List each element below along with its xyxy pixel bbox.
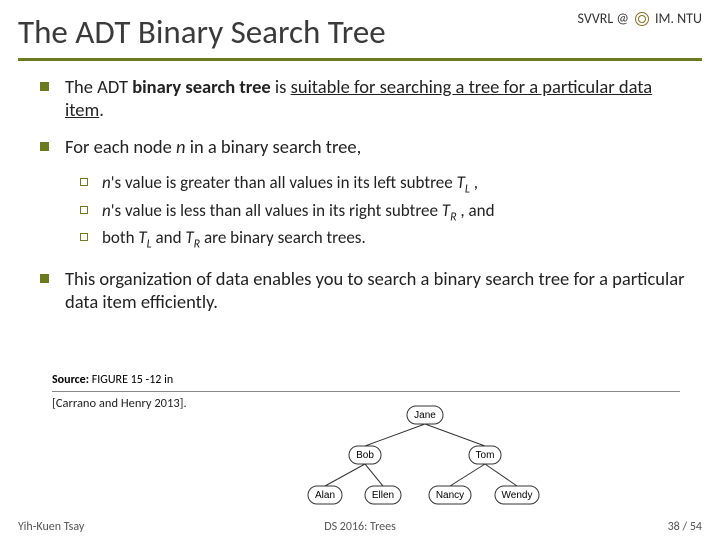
text-italic: T — [457, 172, 465, 193]
hollow-square-bullet-icon — [80, 178, 88, 186]
figure-source: Source: FIGURE 15 -12 in — [52, 373, 692, 387]
bst-tree-diagram: Jane Bob Tom Alan Ellen Nancy Wendy — [295, 403, 575, 518]
bullet-2-text: For each node n in a binary search tree, — [65, 135, 361, 158]
text-fragment: , — [470, 172, 478, 193]
square-bullet-icon — [40, 82, 49, 91]
text-italic: T — [138, 227, 146, 248]
text-fragment: 's value is less than all values in its … — [111, 200, 442, 221]
sub-bullet-2: n's value is less than all values in its… — [80, 200, 692, 225]
text-italic: n — [102, 172, 111, 193]
svg-text:Wendy: Wendy — [502, 490, 533, 501]
bullet-1: The ADT binary search tree is suitable f… — [40, 75, 692, 121]
text-fragment: and — [152, 227, 186, 248]
svg-text:Tom: Tom — [476, 450, 495, 461]
header-branding: SVVRL @ IM. NTU — [577, 10, 702, 27]
svg-text:Jane: Jane — [414, 410, 436, 421]
text-fragment: For each node — [65, 135, 176, 158]
text-fragment: both — [102, 227, 138, 248]
square-bullet-icon — [40, 142, 49, 151]
bullet-1-text: The ADT binary search tree is suitable f… — [65, 75, 692, 121]
text-italic: n — [176, 135, 186, 158]
bullet-2: For each node n in a binary search tree, — [40, 135, 692, 158]
text-italic: T — [442, 200, 450, 221]
title-underline — [18, 58, 702, 61]
square-bullet-icon — [40, 274, 49, 283]
svg-text:Ellen: Ellen — [372, 490, 394, 501]
sub-bullet-3: both TL and TR are binary search trees. — [80, 227, 692, 252]
sub-bullet-2-text: n's value is less than all values in its… — [102, 200, 495, 225]
figure-caption-area: Source: FIGURE 15 -12 in [Carrano and He… — [40, 327, 692, 411]
svg-text:Bob: Bob — [356, 450, 374, 461]
footer-course: DS 2016: Trees — [324, 520, 396, 534]
sub-bullet-1: n's value is greater than all values in … — [80, 172, 692, 197]
text-fragment: , and — [457, 200, 495, 221]
tree-nodes: Jane Bob Tom Alan Ellen Nancy Wendy — [308, 406, 539, 504]
text-fragment: . — [99, 98, 104, 121]
sub-bullet-1-text: n's value is greater than all values in … — [102, 172, 478, 197]
text-fragment: is — [271, 75, 291, 98]
text-fragment: are binary search trees. — [200, 227, 366, 248]
source-text: FIGURE 15 -12 in — [89, 373, 173, 387]
text-fragment: The ADT — [65, 75, 132, 98]
footer-author: Yih-Kuen Tsay — [18, 520, 84, 534]
bullet-3-text: This organization of data enables you to… — [65, 267, 692, 313]
header-dept: IM. NTU — [655, 10, 702, 27]
hollow-square-bullet-icon — [80, 233, 88, 241]
page-total: 54 — [690, 520, 702, 534]
page-current: 38 — [668, 520, 680, 534]
text-bold: binary search tree — [132, 75, 271, 98]
text-fragment: in a binary search tree, — [186, 135, 362, 158]
hollow-square-bullet-icon — [80, 206, 88, 214]
header-org: SVVRL @ — [577, 10, 628, 27]
source-divider — [52, 391, 680, 392]
source-label: Source: — [52, 373, 89, 387]
text-fragment: 's value is greater than all values in i… — [111, 172, 457, 193]
text-italic: n — [102, 200, 111, 221]
sub-bullet-list: n's value is greater than all values in … — [80, 172, 692, 252]
svg-text:Nancy: Nancy — [436, 490, 464, 501]
ntu-logo-icon — [635, 12, 649, 26]
sub-bullet-3-text: both TL and TR are binary search trees. — [102, 227, 366, 252]
page-sep: / — [680, 520, 690, 534]
bullet-3: This organization of data enables you to… — [40, 267, 692, 313]
svg-text:Alan: Alan — [315, 490, 335, 501]
slide-header: SVVRL @ IM. NTU The ADT Binary Search Tr… — [0, 0, 720, 61]
footer-page: 38 / 54 — [668, 520, 702, 534]
slide-footer: Yih-Kuen Tsay DS 2016: Trees 38 / 54 — [0, 520, 720, 534]
slide-body: The ADT binary search tree is suitable f… — [0, 75, 720, 411]
text-italic: T — [185, 227, 193, 248]
